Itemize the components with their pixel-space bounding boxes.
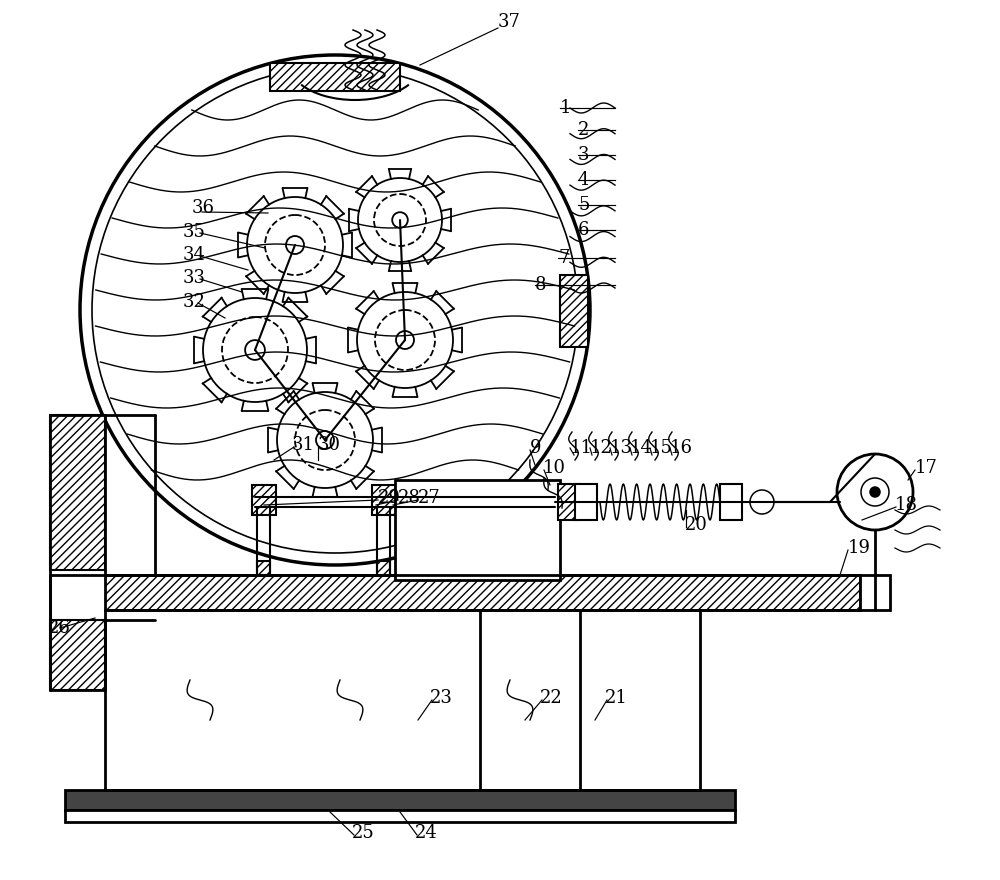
Text: 22: 22 — [540, 689, 563, 707]
Text: 9: 9 — [530, 439, 542, 457]
Circle shape — [750, 490, 774, 514]
Text: 13: 13 — [610, 439, 633, 457]
Bar — [377, 561, 390, 575]
Text: 25: 25 — [352, 824, 375, 842]
Text: 18: 18 — [895, 496, 918, 514]
Circle shape — [265, 215, 325, 275]
Text: 14: 14 — [630, 439, 653, 457]
Text: 5: 5 — [578, 196, 589, 214]
Text: 11: 11 — [570, 439, 593, 457]
Circle shape — [286, 236, 304, 254]
Bar — [860, 575, 890, 610]
Text: 31: 31 — [292, 436, 315, 454]
Text: 15: 15 — [650, 439, 673, 457]
Bar — [65, 790, 735, 810]
Circle shape — [295, 410, 355, 470]
Text: 4: 4 — [578, 171, 589, 189]
Circle shape — [247, 197, 343, 293]
Circle shape — [374, 194, 426, 246]
Text: 10: 10 — [543, 459, 566, 477]
Text: 2: 2 — [578, 121, 589, 139]
Text: 7: 7 — [558, 249, 569, 267]
Bar — [50, 415, 105, 570]
Text: 28: 28 — [398, 489, 421, 507]
Circle shape — [203, 298, 307, 402]
Bar — [65, 810, 735, 822]
Text: 1: 1 — [560, 99, 572, 117]
Bar — [105, 575, 860, 610]
Text: 27: 27 — [418, 489, 441, 507]
Text: 35: 35 — [183, 223, 206, 241]
Text: 37: 37 — [498, 13, 521, 31]
Circle shape — [375, 310, 435, 370]
Circle shape — [837, 454, 913, 530]
Circle shape — [357, 292, 453, 388]
Text: 17: 17 — [915, 459, 938, 477]
Text: 3: 3 — [578, 146, 590, 164]
Circle shape — [870, 487, 880, 497]
Circle shape — [316, 431, 334, 449]
Bar — [395, 480, 560, 580]
Bar — [257, 561, 270, 575]
Text: 30: 30 — [318, 436, 341, 454]
Text: 29: 29 — [378, 489, 401, 507]
Text: 24: 24 — [415, 824, 438, 842]
Text: 23: 23 — [430, 689, 453, 707]
Text: 26: 26 — [48, 619, 71, 637]
Text: 16: 16 — [670, 439, 693, 457]
Circle shape — [222, 317, 288, 383]
Circle shape — [80, 55, 590, 565]
Bar — [558, 484, 580, 520]
Text: 8: 8 — [535, 276, 546, 294]
Circle shape — [392, 212, 408, 228]
Circle shape — [92, 67, 578, 553]
Text: 34: 34 — [183, 246, 206, 264]
Circle shape — [277, 392, 373, 488]
Bar — [560, 275, 588, 347]
Text: 6: 6 — [578, 221, 590, 239]
Circle shape — [861, 478, 889, 506]
Text: 36: 36 — [192, 199, 215, 217]
Bar — [270, 63, 400, 91]
Text: 19: 19 — [848, 539, 871, 557]
Bar — [372, 485, 396, 515]
Text: 33: 33 — [183, 269, 206, 287]
Text: 21: 21 — [605, 689, 628, 707]
Bar — [720, 484, 742, 520]
Bar — [575, 484, 597, 520]
Text: 32: 32 — [183, 293, 206, 311]
Text: 20: 20 — [685, 516, 708, 534]
Circle shape — [358, 178, 442, 262]
Circle shape — [245, 340, 265, 360]
Text: 12: 12 — [590, 439, 613, 457]
Bar — [50, 620, 105, 690]
Circle shape — [396, 331, 414, 349]
Bar — [252, 485, 276, 515]
